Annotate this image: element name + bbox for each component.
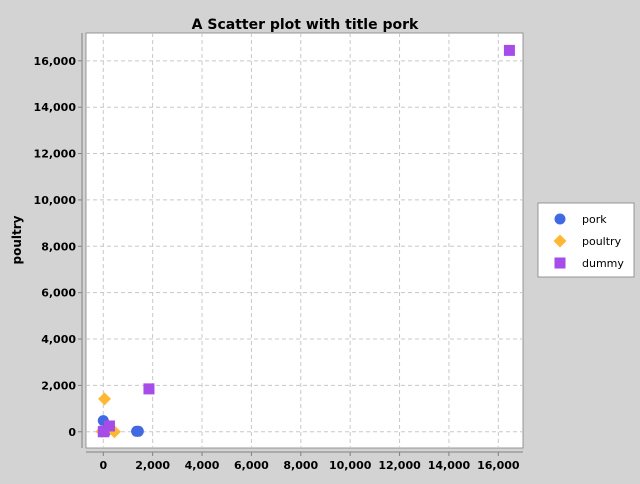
- x-tick-label: 0: [99, 459, 107, 472]
- x-tick-label: 4,000: [185, 459, 220, 472]
- axes: 0 2,000 4,000 6,000 8,000 10,000 12,000 14,000 1…: [34, 33, 523, 472]
- pork-point: [132, 425, 144, 437]
- x-tick-label: 12,000: [378, 459, 421, 472]
- chart-title: A Scatter plot with title pork: [192, 17, 419, 33]
- legend-label: pork: [582, 213, 607, 226]
- y-axis-label: poultry: [10, 215, 24, 264]
- x-tick-label: 8,000: [283, 459, 318, 472]
- y-tick-label: 14,000: [34, 101, 77, 114]
- dummy-point: [503, 44, 515, 56]
- y-tick-label: 2,000: [41, 379, 76, 392]
- x-tick-label: 6,000: [234, 459, 269, 472]
- legend-label: dummy: [582, 257, 624, 270]
- poultry-point: [98, 392, 112, 406]
- legend-circle-icon: [554, 213, 566, 225]
- x-tick-label: 16,000: [477, 459, 520, 472]
- x-tick-label: 2,000: [135, 459, 170, 472]
- y-tick-label: 16,000: [34, 55, 77, 68]
- dummy-point: [143, 383, 155, 395]
- y-tick-label: 8,000: [41, 240, 76, 253]
- legend-box: [537, 202, 635, 278]
- x-tick-label: 10,000: [329, 459, 372, 472]
- legend: pork poultry dummy: [537, 202, 635, 278]
- grid: [86, 33, 523, 448]
- legend-diamond-icon: [553, 234, 567, 248]
- data-points: [95, 44, 515, 439]
- y-tick-label: 10,000: [34, 194, 77, 207]
- legend-label: poultry: [582, 235, 622, 248]
- x-tick-label: 14,000: [428, 459, 471, 472]
- dummy-point: [103, 420, 115, 432]
- y-tick-label: 0: [68, 426, 76, 439]
- y-tick-label: 12,000: [34, 148, 77, 161]
- legend-square-icon: [554, 257, 566, 269]
- y-tick-label: 4,000: [41, 333, 76, 346]
- y-tick-label: 6,000: [41, 287, 76, 300]
- plot-area: [85, 32, 524, 449]
